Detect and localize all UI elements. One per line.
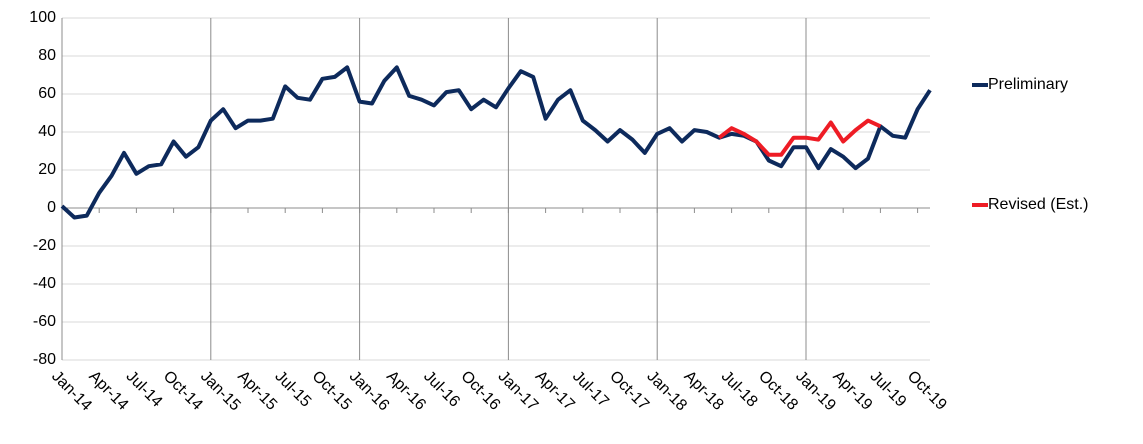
y-tick-label: -60 bbox=[33, 313, 56, 330]
x-tick-label: Jul-14 bbox=[123, 368, 166, 411]
x-tick-label: Apr-17 bbox=[532, 368, 578, 414]
x-tick-label: Oct-16 bbox=[457, 368, 503, 414]
x-tick-label: Apr-19 bbox=[829, 368, 875, 414]
x-tick-label: Apr-18 bbox=[681, 368, 727, 414]
y-tick-label: -80 bbox=[33, 351, 56, 368]
y-tick-label: 20 bbox=[38, 161, 56, 178]
x-tick-label: Jan-17 bbox=[495, 368, 542, 415]
y-tick-label: 80 bbox=[38, 47, 56, 64]
legend-label: Revised (Est.) bbox=[988, 196, 1088, 213]
x-tick-label: Jan-14 bbox=[48, 368, 95, 415]
x-tick-label: Jul-15 bbox=[271, 368, 314, 411]
x-tick-label: Jul-16 bbox=[420, 368, 463, 411]
y-tick-label: 100 bbox=[29, 9, 56, 26]
x-tick-label: Oct-18 bbox=[755, 368, 801, 414]
x-tick-label: Jan-19 bbox=[792, 368, 839, 415]
x-tick-label: Jul-17 bbox=[569, 368, 612, 411]
x-tick-label: Jul-18 bbox=[718, 368, 761, 411]
x-tick-label: Apr-14 bbox=[85, 368, 131, 414]
y-tick-label: 0 bbox=[47, 199, 56, 216]
x-tick-label: Jan-18 bbox=[643, 368, 690, 415]
y-tick-label: 60 bbox=[38, 85, 56, 102]
series-line bbox=[60, 65, 932, 220]
x-tick-label: Oct-15 bbox=[309, 368, 355, 414]
x-tick-label: Apr-16 bbox=[383, 368, 429, 414]
x-tick-label: Oct-14 bbox=[160, 368, 206, 414]
series-line bbox=[717, 118, 882, 157]
x-tick-label: Apr-15 bbox=[234, 368, 280, 414]
x-tick-label: Jan-16 bbox=[346, 368, 393, 415]
x-tick-label: Oct-19 bbox=[904, 368, 950, 414]
y-tick-label: -40 bbox=[33, 275, 56, 292]
y-tick-label: 40 bbox=[38, 123, 56, 140]
legend-label: Preliminary bbox=[988, 76, 1068, 93]
y-tick-label: -20 bbox=[33, 237, 56, 254]
x-tick-label: Oct-17 bbox=[606, 368, 652, 414]
x-tick-label: Jul-19 bbox=[867, 368, 910, 411]
x-tick-label: Jan-15 bbox=[197, 368, 244, 415]
